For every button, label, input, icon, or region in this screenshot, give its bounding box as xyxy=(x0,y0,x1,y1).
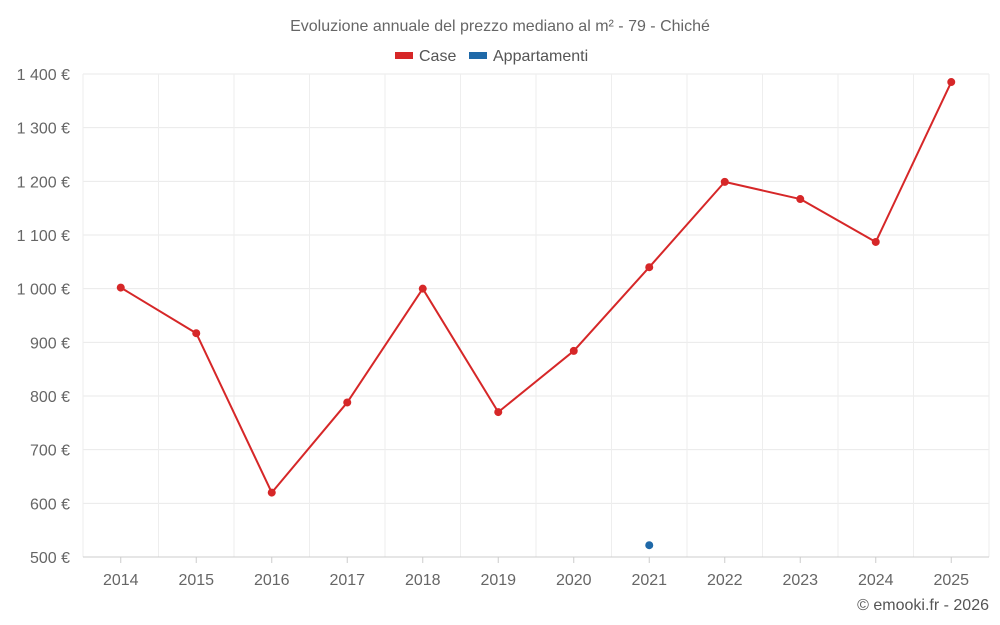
x-tick-label: 2021 xyxy=(631,572,667,589)
legend-swatch-appartamenti[interactable] xyxy=(469,52,487,59)
y-tick-label: 1 300 € xyxy=(17,121,70,138)
y-tick-label: 1 400 € xyxy=(17,67,70,84)
y-tick-label: 500 € xyxy=(30,550,70,567)
data-point-case xyxy=(116,283,125,292)
legend-label-appartamenti[interactable]: Appartamenti xyxy=(493,48,588,65)
y-tick-label: 600 € xyxy=(30,496,70,513)
data-point-case xyxy=(343,398,352,407)
data-point-case xyxy=(192,329,201,338)
x-tick-label: 2016 xyxy=(254,572,290,589)
x-tick-label: 2015 xyxy=(178,572,214,589)
x-tick-label: 2023 xyxy=(782,572,818,589)
y-tick-label: 900 € xyxy=(30,335,70,352)
data-point-case xyxy=(796,195,805,204)
x-tick-label: 2014 xyxy=(103,572,139,589)
grid xyxy=(82,73,990,557)
x-axis: 2014 2015 2016 2017 2018 2019 2020 2021 2022 2023… xyxy=(83,556,989,589)
y-tick-label: 1 100 € xyxy=(17,228,70,245)
y-tick-label: 800 € xyxy=(30,389,70,406)
data-point-case xyxy=(947,78,956,87)
data-point-case xyxy=(871,237,880,246)
y-tick-label: 1 200 € xyxy=(17,174,70,191)
y-axis: 500 € 600 € 700 € 800 € 900 € 1 000 € 1 100 € 1… xyxy=(17,67,70,567)
legend: Case Appartamenti xyxy=(395,48,588,65)
data-point-case xyxy=(645,263,654,272)
series-layer xyxy=(116,78,956,550)
x-tick-label: 2022 xyxy=(707,572,743,589)
x-tick-label: 2025 xyxy=(933,572,969,589)
credit-text: © emooki.fr - 2026 xyxy=(857,597,989,614)
data-point-case xyxy=(720,177,729,186)
y-tick-label: 700 € xyxy=(30,443,70,460)
chart-title: Evoluzione annuale del prezzo mediano al… xyxy=(290,18,710,35)
x-tick-label: 2024 xyxy=(858,572,894,589)
series-line-case xyxy=(120,81,953,494)
legend-swatch-case[interactable] xyxy=(395,52,413,59)
x-tick-label: 2020 xyxy=(556,572,592,589)
data-point-case xyxy=(494,408,503,417)
x-tick-label: 2019 xyxy=(480,572,516,589)
x-tick-label: 2018 xyxy=(405,572,441,589)
data-point-appartamenti xyxy=(645,541,654,550)
legend-label-case[interactable]: Case xyxy=(419,48,456,65)
data-point-case xyxy=(569,346,578,355)
x-tick-label: 2017 xyxy=(329,572,365,589)
data-point-case xyxy=(267,488,276,497)
data-point-case xyxy=(418,284,427,293)
y-tick-label: 1 000 € xyxy=(17,282,70,299)
